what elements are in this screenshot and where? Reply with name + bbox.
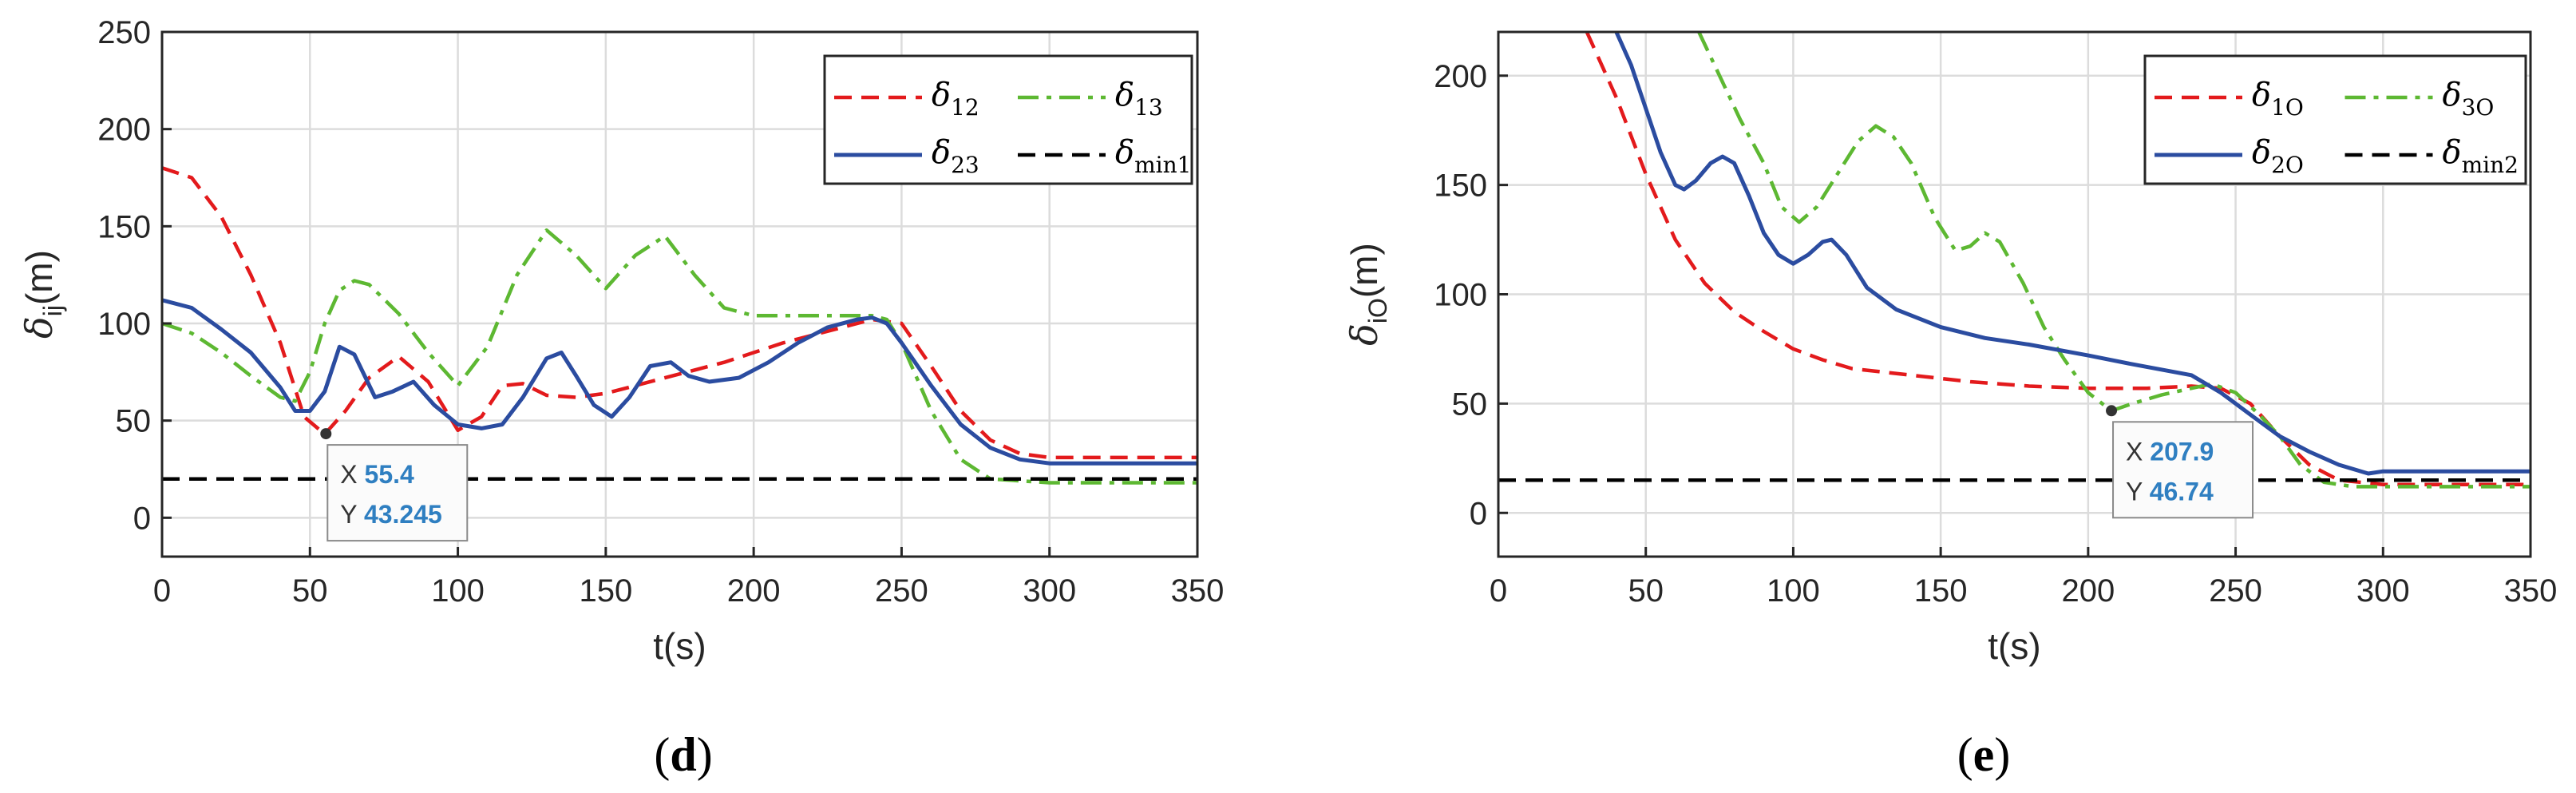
datatip-x-label: X xyxy=(2126,437,2150,466)
x-tick-label: 0 xyxy=(1490,573,1507,609)
legend-label-3O-sub: 3O xyxy=(2462,94,2495,121)
y-tick-label: 50 xyxy=(116,404,152,439)
y-tick-label: 0 xyxy=(133,501,151,536)
y-tick-label: 250 xyxy=(97,15,151,50)
datatip-y-value: 46.74 xyxy=(2150,477,2214,506)
datatip-y-value: 43.245 xyxy=(364,500,442,529)
x-tick-label: 150 xyxy=(1914,573,1968,609)
y-axis-label: δiO(m) xyxy=(1343,243,1392,346)
x-axis-label: t(s) xyxy=(653,625,706,667)
datatip-marker[interactable] xyxy=(320,428,332,440)
x-tick-label: 50 xyxy=(1628,573,1664,609)
legend-label-13-symbol: δ xyxy=(1115,77,1134,113)
legend-label-min2: δmin2 xyxy=(2443,134,2519,178)
y-tick-label: 150 xyxy=(1434,169,1487,204)
datatip[interactable]: X 55.4Y 43.245 xyxy=(326,444,469,542)
legend-label-2O-symbol: δ xyxy=(2252,134,2271,171)
legend-label-min2-sub: min2 xyxy=(2462,152,2519,178)
x-axis-label: t(s) xyxy=(1988,625,2040,667)
legend-label-min1-symbol: δ xyxy=(1115,134,1134,171)
y-axis-label-unit: (m) xyxy=(18,250,60,305)
legend-label-1O: δ1O xyxy=(2252,77,2304,121)
datatip-y-label: Y xyxy=(2126,477,2150,506)
series-group xyxy=(1498,32,2530,489)
y-axis-label-sub: ij xyxy=(38,305,67,316)
x-tick-label: 0 xyxy=(153,573,171,609)
legend-label-12-sub: 12 xyxy=(951,94,979,121)
y-tick-label: 200 xyxy=(1434,59,1487,94)
axes-box xyxy=(160,30,1199,558)
datatip-box xyxy=(326,444,469,542)
legend-label-23-symbol: δ xyxy=(932,134,951,171)
legend-label-12-symbol: δ xyxy=(932,77,951,113)
caption-e: (e) xyxy=(1957,728,2011,781)
datatip-y-label: Y xyxy=(340,500,364,529)
y-axis-label-unit: (m) xyxy=(1343,243,1385,298)
x-tick-label: 300 xyxy=(2356,573,2410,609)
legend-label-3O: δ3O xyxy=(2443,77,2495,121)
datatip-x-value: 207.9 xyxy=(2150,437,2214,466)
series-line-2O xyxy=(1614,32,2530,476)
y-axis-label: δij(m) xyxy=(18,250,67,339)
y-tick-label: 150 xyxy=(97,209,151,244)
series-line-1O xyxy=(1585,32,2530,486)
x-tick-label: 100 xyxy=(1767,573,1820,609)
chart-panel-d: 0 50 100 150 200 250 300 350 0 50 100 150 200 250 t(s)… xyxy=(18,15,1224,667)
legend-label-2O: δ2O xyxy=(2252,134,2304,178)
datatip[interactable]: X 207.9Y 46.74 xyxy=(2112,421,2254,519)
x-tick-label: 350 xyxy=(2504,573,2558,609)
x-tick-label: 250 xyxy=(875,573,928,609)
legend-label-min1: δmin1 xyxy=(1115,134,1191,178)
legend-label-min2-symbol: δ xyxy=(2443,134,2462,171)
datatip-box xyxy=(2112,421,2254,519)
y-tick-label: 100 xyxy=(97,307,151,342)
datatip-y: Y 43.245 xyxy=(340,500,442,529)
legend-label-2O-sub: 2O xyxy=(2271,152,2304,178)
y-axis-label-symbol: δ xyxy=(18,316,61,339)
legend-label-1O-symbol: δ xyxy=(2252,77,2271,113)
legend-label-13-sub: 13 xyxy=(1134,94,1163,121)
x-tick-label: 200 xyxy=(2061,573,2115,609)
series-line-3O xyxy=(1697,32,2530,489)
legend-box xyxy=(823,54,1193,185)
legend-label-23: δ23 xyxy=(932,134,979,178)
chart-panel-e: 0 50 100 150 200 250 300 350050100150200t(s)δiO… xyxy=(1343,30,2558,667)
x-tick-label: 300 xyxy=(1023,573,1076,609)
x-tick-label: 50 xyxy=(292,573,328,609)
datatip-x-label: X xyxy=(340,460,364,489)
legend-label-1O-sub: 1O xyxy=(2271,94,2304,121)
legend-label-13: δ13 xyxy=(1115,77,1163,121)
y-axis-label-sub: iO xyxy=(1363,298,1392,323)
x-tick-label: 200 xyxy=(727,573,781,609)
y-axis-label-symbol: δ xyxy=(1343,323,1386,346)
datatip-x-value: 55.4 xyxy=(365,460,414,489)
series-line-12 xyxy=(162,166,1197,460)
x-tick-label: 250 xyxy=(2209,573,2262,609)
x-tick-label: 100 xyxy=(431,573,485,609)
legend-label-23-sub: 23 xyxy=(951,152,979,178)
datatip-x: X 207.9 xyxy=(2126,437,2214,466)
legend-box xyxy=(2143,54,2527,185)
x-tick-label: 350 xyxy=(1171,573,1225,609)
series-line-13 xyxy=(162,228,1197,485)
y-tick-label: 0 xyxy=(1470,496,1487,531)
y-tick-label: 200 xyxy=(97,113,151,148)
caption-d: (d) xyxy=(654,728,712,781)
legend-label-12: δ12 xyxy=(932,77,979,121)
datatip-marker[interactable] xyxy=(2106,405,2118,417)
x-tick-label: 150 xyxy=(579,573,632,609)
y-tick-label: 50 xyxy=(1452,387,1488,422)
datatip-x: X 55.4 xyxy=(340,460,414,489)
y-tick-label: 100 xyxy=(1434,278,1487,313)
datatip-y: Y 46.74 xyxy=(2126,477,2214,506)
legend-label-min1-sub: min1 xyxy=(1134,152,1191,178)
legend-label-3O-symbol: δ xyxy=(2443,77,2462,113)
series-line-23 xyxy=(162,298,1197,466)
